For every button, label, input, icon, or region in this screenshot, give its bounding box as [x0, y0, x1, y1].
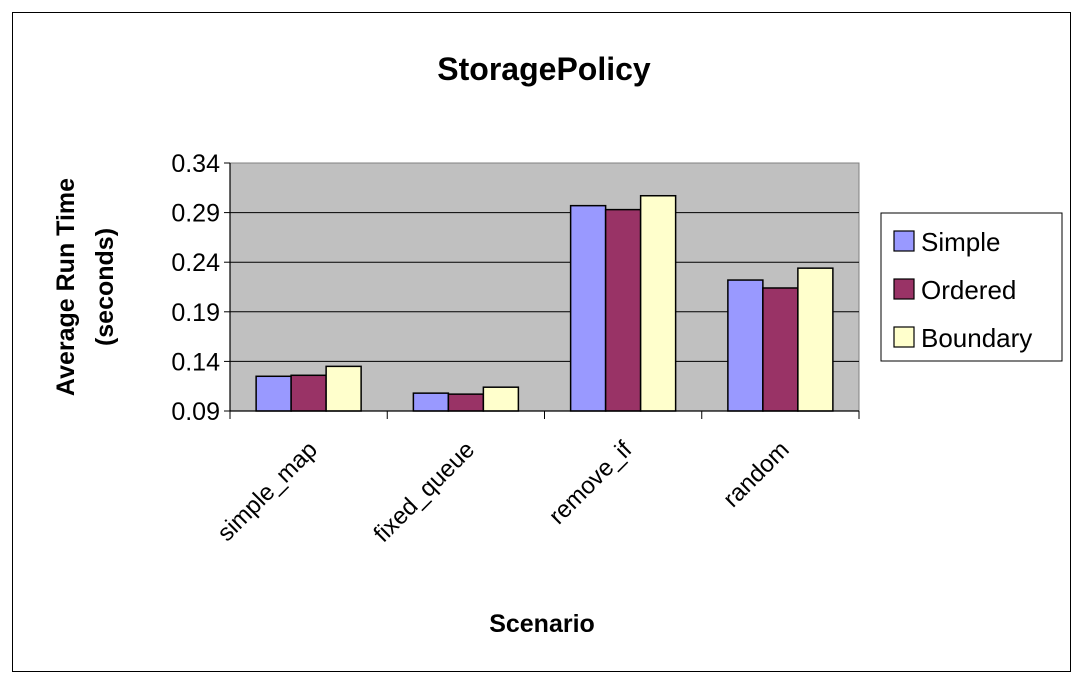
x-category-label: remove_if: [544, 436, 638, 530]
legend-label-boundary: Boundary: [921, 323, 1032, 353]
legend-swatch-boundary: [893, 326, 915, 348]
legend-label-simple: Simple: [921, 227, 1000, 257]
y-axis-title-line-2: (seconds): [91, 228, 119, 346]
y-axis-title-line-1: Average Run Time: [52, 178, 80, 396]
bar-boundary-random: [797, 267, 834, 412]
bar-simple-simple-map: [255, 375, 292, 412]
y-tick-label: 0.24: [171, 249, 220, 277]
y-tick-label: 0.14: [171, 348, 220, 376]
chart-title: StoragePolicy: [437, 51, 651, 87]
y-axis-title: Average Run Time (seconds): [52, 178, 119, 396]
y-tick-label: 0.34: [171, 150, 220, 178]
legend-label-ordered: Ordered: [921, 275, 1016, 305]
axes: [224, 162, 860, 419]
x-category-label: fixed_queue: [369, 436, 481, 548]
gridlines: [230, 212, 859, 362]
x-category-label: random: [718, 436, 795, 513]
bar-simple-random: [727, 279, 764, 412]
bar-ordered-random: [762, 287, 799, 412]
y-tick-label: 0.29: [171, 200, 220, 228]
bar-simple-fixed-queue: [412, 392, 450, 412]
y-tick-label: 0.09: [171, 398, 220, 426]
legend-swatch-simple: [893, 230, 915, 252]
x-category-label: simple_map: [212, 436, 323, 547]
bar-simple-remove-if: [569, 204, 607, 412]
legend-swatch-ordered: [893, 278, 915, 300]
bar-boundary-simple-map: [325, 365, 362, 412]
x-axis-title: Scenario: [489, 610, 595, 638]
bar-boundary-remove-if: [639, 194, 677, 412]
y-tick-label: 0.19: [171, 299, 220, 327]
legend: Simple Ordered Boundary: [880, 212, 1063, 362]
bar-boundary-fixed-queue: [482, 386, 520, 412]
bar-ordered-fixed-queue: [447, 393, 485, 412]
bar-ordered-simple-map: [290, 374, 327, 412]
y-tick-labels: 0.09 0.14 0.19 0.24 0.29 0.34: [171, 150, 220, 426]
x-category-labels: simple_map fixed_queue remove_if random: [212, 436, 794, 548]
bar-ordered-remove-if: [604, 208, 642, 412]
